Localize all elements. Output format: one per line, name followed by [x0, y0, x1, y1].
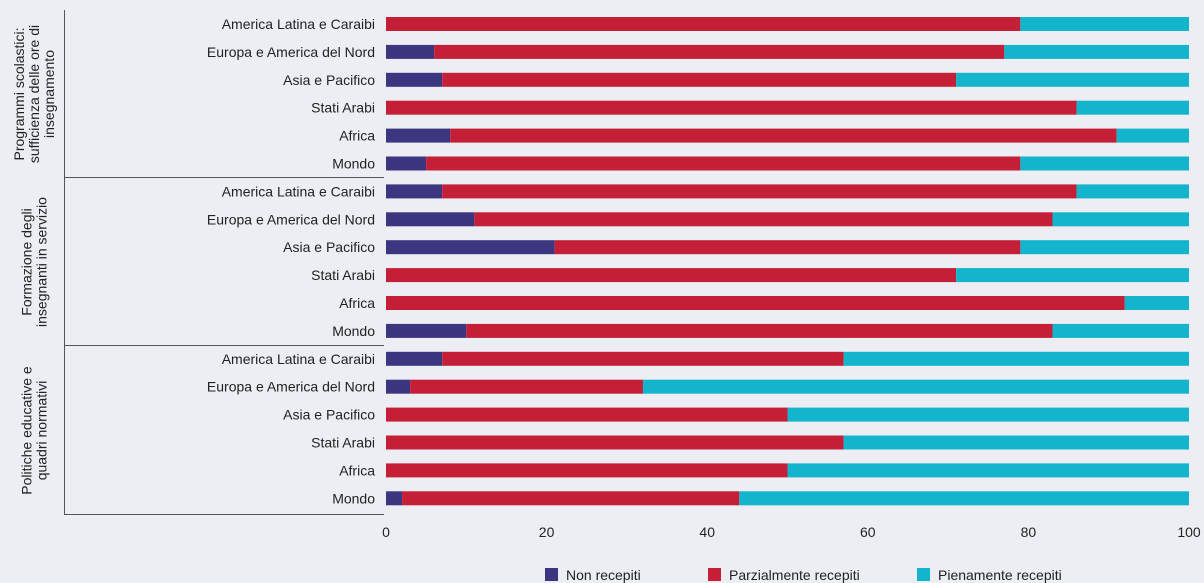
bar-segment — [426, 156, 1021, 171]
bar-segment — [843, 351, 1189, 366]
group-label: Formazione degliinsegnanti in servizio — [19, 197, 50, 327]
category-label: Stati Arabi — [311, 100, 375, 116]
category-label: Africa — [339, 128, 375, 144]
bar-segment — [386, 407, 788, 422]
bar-segment — [554, 240, 1021, 255]
category-label: America Latina e Caraibi — [222, 183, 375, 199]
bar-segment — [442, 184, 1077, 199]
bar-segment — [1020, 240, 1189, 255]
bar-segment — [1076, 184, 1189, 199]
category-label: Stati Arabi — [311, 267, 375, 283]
bar-segment — [787, 463, 1189, 478]
bars — [386, 17, 1189, 506]
group-label-line: Politiche educative e — [19, 366, 35, 495]
bar-segment — [739, 491, 1189, 506]
group-label: Politiche educative equadri normativi — [19, 366, 50, 495]
bar-segment — [386, 296, 1125, 310]
category-label: Europa e America del Nord — [207, 379, 375, 395]
legend-label: Pienamente recepiti — [938, 567, 1062, 583]
category-label: Mondo — [332, 323, 375, 339]
bar-segment — [386, 268, 957, 283]
group-label-line: sufficienza delle ore di — [26, 25, 42, 163]
group-label-line: insegnamento — [41, 50, 57, 138]
bar-segment — [386, 351, 443, 366]
bar-segment — [386, 240, 555, 255]
x-tick-label: 60 — [860, 524, 876, 540]
bar-segment — [1124, 296, 1189, 310]
bar-segment — [474, 212, 1053, 227]
category-labels: America Latina e Caraibi Europa e America… — [207, 16, 375, 506]
bar-segment — [1020, 156, 1189, 171]
legend: Non recepiti Parzialmente recepiti Piename… — [545, 567, 1062, 583]
bar-segment — [386, 212, 475, 227]
bar-segment — [1116, 128, 1189, 143]
category-label: Africa — [339, 295, 375, 311]
legend-label: Non recepiti — [566, 567, 641, 583]
x-tick-label: 20 — [539, 524, 555, 540]
x-tick-label: 100 — [1177, 524, 1201, 540]
x-tick-label: 80 — [1021, 524, 1037, 540]
bar-segment — [450, 128, 1117, 143]
bar-segment — [1020, 17, 1189, 31]
bar-segment — [1052, 212, 1189, 227]
category-label: Europa e America del Nord — [207, 211, 375, 227]
x-tick-label: 0 — [382, 524, 390, 540]
bar-segment — [402, 491, 740, 506]
group-separators — [64, 10, 384, 515]
bar-segment — [442, 72, 957, 87]
bar-segment — [843, 435, 1189, 450]
category-label: America Latina e Caraibi — [222, 16, 375, 32]
bar-segment — [642, 379, 1189, 394]
category-label: Asia e Pacifico — [283, 407, 375, 423]
x-tick-label: 40 — [699, 524, 715, 540]
category-label: Mondo — [332, 490, 375, 506]
x-axis: 0 20 40 60 80 100 — [382, 524, 1201, 540]
bar-segment — [386, 17, 1021, 31]
legend-label: Parzialmente recepiti — [729, 567, 860, 583]
legend-item: Parzialmente recepiti — [708, 567, 860, 583]
bar-segment — [1052, 323, 1189, 338]
bar-segment — [410, 379, 643, 394]
bar-segment — [386, 491, 403, 506]
bar-segment — [442, 351, 844, 366]
bar-segment — [434, 44, 1005, 59]
bar-segment — [386, 100, 1077, 115]
bar-segment — [787, 407, 1189, 422]
group-labels: Programmi scolastici:sufficienza delle o… — [11, 25, 57, 495]
category-label: Africa — [339, 462, 375, 478]
bar-segment — [386, 184, 443, 199]
bar-segment — [386, 156, 427, 171]
group-label: Programmi scolastici:sufficienza delle o… — [11, 25, 57, 163]
bar-segment — [386, 44, 435, 59]
category-label: Mondo — [332, 156, 375, 172]
bar-segment — [386, 72, 443, 87]
bar-segment — [386, 435, 844, 450]
category-label: Europa e America del Nord — [207, 44, 375, 60]
category-label: America Latina e Caraibi — [222, 351, 375, 367]
group-label-line: Formazione degli — [19, 208, 35, 315]
bar-segment — [1004, 44, 1189, 59]
bar-segment — [956, 72, 1189, 87]
legend-item: Pienamente recepiti — [917, 567, 1062, 583]
bar-segment — [386, 463, 788, 478]
bar-segment — [466, 323, 1053, 338]
bar-segment — [956, 268, 1189, 283]
category-label: Asia e Pacifico — [283, 239, 375, 255]
bar-segment — [1076, 100, 1189, 115]
group-label-line: quadri normativi — [34, 381, 50, 481]
group-label-line: Programmi scolastici: — [11, 27, 27, 160]
legend-swatch — [917, 568, 930, 581]
bar-segment — [386, 323, 467, 338]
legend-swatch — [545, 568, 558, 581]
legend-swatch — [708, 568, 721, 581]
bar-segment — [386, 379, 411, 394]
category-label: Asia e Pacifico — [283, 72, 375, 88]
group-label-line: insegnanti in servizio — [34, 197, 50, 327]
bar-segment — [386, 128, 451, 143]
category-label: Stati Arabi — [311, 435, 375, 451]
legend-item: Non recepiti — [545, 567, 641, 583]
